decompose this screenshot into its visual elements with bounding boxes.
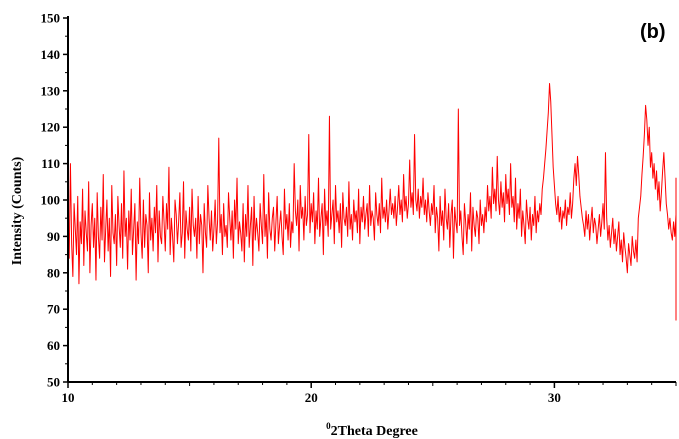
x-axis-title: 02Theta Degree <box>326 421 418 439</box>
y-tick-label: 60 <box>47 338 60 353</box>
y-tick-label: 80 <box>47 265 60 280</box>
tick-labels: 50 60 70 80 90 100 110 120 130 140 150 10 20 30 <box>41 11 561 406</box>
y-tick-label: 50 <box>47 375 60 390</box>
x-tick-label: 30 <box>548 390 561 405</box>
x-tick-label: 20 <box>305 390 318 405</box>
x-tick-label: 10 <box>62 390 75 405</box>
y-tick-label: 130 <box>41 83 61 98</box>
tick-marks <box>63 17 677 388</box>
series-line-0 <box>67 83 677 321</box>
y-tick-label: 70 <box>47 302 60 317</box>
x-axis-title-text: 2Theta Degree <box>331 424 418 439</box>
y-tick-label: 100 <box>41 193 61 208</box>
y-tick-label: 120 <box>41 120 61 135</box>
y-tick-label: 150 <box>41 11 61 26</box>
panel-label: (b) <box>640 21 666 43</box>
axes <box>67 16 676 383</box>
y-axis-title: Intensity (Counts) <box>10 156 25 265</box>
x-axis-title-superscript: 0 <box>326 421 331 431</box>
series-layer <box>67 83 677 321</box>
y-tick-label: 110 <box>41 156 60 171</box>
y-tick-label: 140 <box>41 47 61 62</box>
y-tick-label: 90 <box>47 229 60 244</box>
